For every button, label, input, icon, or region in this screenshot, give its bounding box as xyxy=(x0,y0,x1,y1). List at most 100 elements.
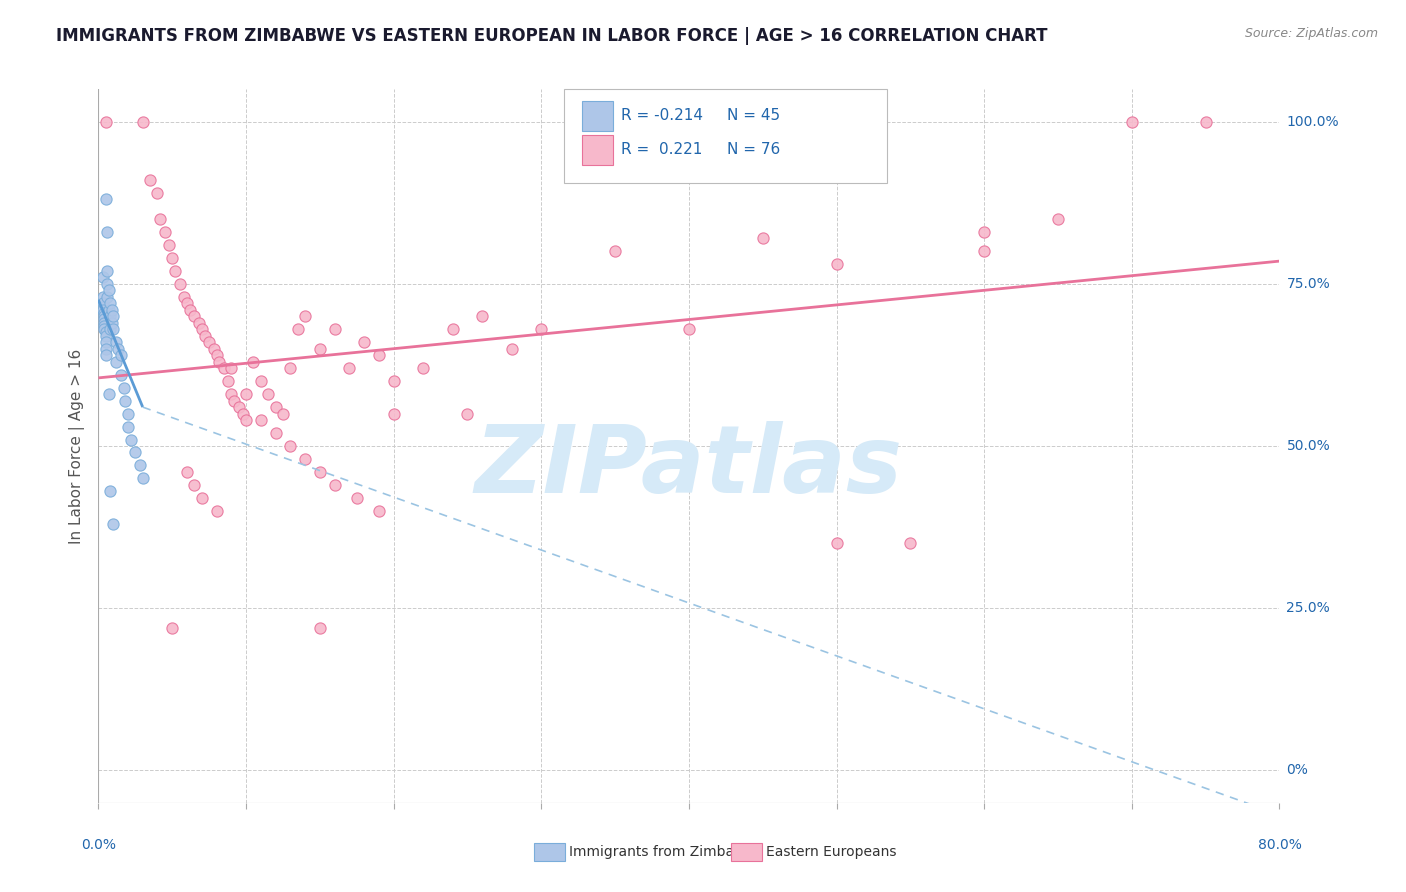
Text: ZIPatlas: ZIPatlas xyxy=(475,421,903,514)
Point xyxy=(825,536,848,550)
Point xyxy=(471,310,494,324)
Text: Eastern Europeans: Eastern Europeans xyxy=(766,845,897,859)
Point xyxy=(96,264,118,278)
Text: IMMIGRANTS FROM ZIMBABWE VS EASTERN EUROPEAN IN LABOR FORCE | AGE > 16 CORRELATI: IMMIGRANTS FROM ZIMBABWE VS EASTERN EURO… xyxy=(56,27,1047,45)
Point xyxy=(278,439,302,453)
Point xyxy=(153,225,176,239)
Point xyxy=(105,354,128,368)
Text: 75.0%: 75.0% xyxy=(1286,277,1330,291)
Point xyxy=(98,296,121,310)
Text: Immigrants from Zimbabwe: Immigrants from Zimbabwe xyxy=(569,845,763,859)
Text: 0%: 0% xyxy=(1286,764,1309,777)
Point xyxy=(235,387,257,401)
Point xyxy=(112,381,135,395)
Point xyxy=(337,361,360,376)
Point xyxy=(1046,211,1069,226)
Point xyxy=(191,491,214,505)
Y-axis label: In Labor Force | Age > 16: In Labor Force | Age > 16 xyxy=(69,349,84,543)
Point xyxy=(117,407,139,421)
Point xyxy=(132,471,155,485)
Point xyxy=(973,244,995,259)
Point xyxy=(96,290,118,304)
Point xyxy=(93,310,115,324)
Point xyxy=(264,425,287,440)
Point xyxy=(94,335,117,350)
Point xyxy=(501,342,523,356)
Point xyxy=(323,322,346,336)
Point xyxy=(94,342,117,356)
Point xyxy=(368,348,391,362)
Point xyxy=(93,306,115,320)
Point xyxy=(441,322,464,336)
Point xyxy=(219,361,242,376)
Point xyxy=(94,348,117,362)
Point xyxy=(149,211,172,226)
Point xyxy=(146,186,169,200)
Text: Source: ZipAtlas.com: Source: ZipAtlas.com xyxy=(1244,27,1378,40)
Point xyxy=(278,361,302,376)
Point xyxy=(353,335,375,350)
Point xyxy=(264,400,287,414)
Point xyxy=(183,478,205,492)
Point xyxy=(124,445,146,459)
Point xyxy=(382,407,405,421)
Point xyxy=(973,225,995,239)
Point xyxy=(1195,114,1218,128)
Point xyxy=(751,231,773,245)
Point xyxy=(97,302,120,317)
Point xyxy=(100,302,122,317)
Point xyxy=(91,270,114,285)
Point xyxy=(110,348,132,362)
Point xyxy=(309,342,332,356)
Point xyxy=(205,348,228,362)
Point xyxy=(91,290,114,304)
Point xyxy=(98,484,121,499)
Point xyxy=(94,328,117,343)
Point xyxy=(169,277,191,291)
Point xyxy=(205,504,228,518)
Point xyxy=(103,516,125,531)
Point xyxy=(309,465,332,479)
Point xyxy=(128,458,150,473)
Point xyxy=(114,393,136,408)
Point xyxy=(228,400,250,414)
Point xyxy=(257,387,280,401)
Point xyxy=(107,342,129,356)
Text: 80.0%: 80.0% xyxy=(1257,838,1302,853)
Point xyxy=(103,310,125,324)
Point xyxy=(93,318,115,333)
Point xyxy=(91,296,114,310)
Point xyxy=(97,387,120,401)
Point xyxy=(94,114,117,128)
Point xyxy=(94,193,117,207)
Point xyxy=(271,407,294,421)
Point xyxy=(183,310,205,324)
Point xyxy=(96,225,118,239)
Point xyxy=(208,354,231,368)
Point xyxy=(162,621,183,635)
Point xyxy=(368,504,391,518)
Text: 25.0%: 25.0% xyxy=(1286,601,1330,615)
Point xyxy=(100,316,122,330)
Point xyxy=(96,277,118,291)
Point xyxy=(250,374,273,388)
Point xyxy=(94,326,117,340)
Point xyxy=(530,322,553,336)
Point xyxy=(97,283,120,297)
Point xyxy=(323,478,346,492)
Point xyxy=(212,361,235,376)
Point xyxy=(191,322,214,336)
Point xyxy=(91,302,114,317)
Point xyxy=(217,374,239,388)
Point xyxy=(242,354,264,368)
Point xyxy=(103,322,125,336)
Point xyxy=(187,316,209,330)
Point xyxy=(1121,114,1143,128)
Point xyxy=(232,407,254,421)
Point xyxy=(219,387,242,401)
Point xyxy=(105,335,128,350)
Point xyxy=(139,173,162,187)
Point xyxy=(412,361,434,376)
Text: N = 76: N = 76 xyxy=(727,143,780,157)
Text: R =  0.221: R = 0.221 xyxy=(621,143,703,157)
